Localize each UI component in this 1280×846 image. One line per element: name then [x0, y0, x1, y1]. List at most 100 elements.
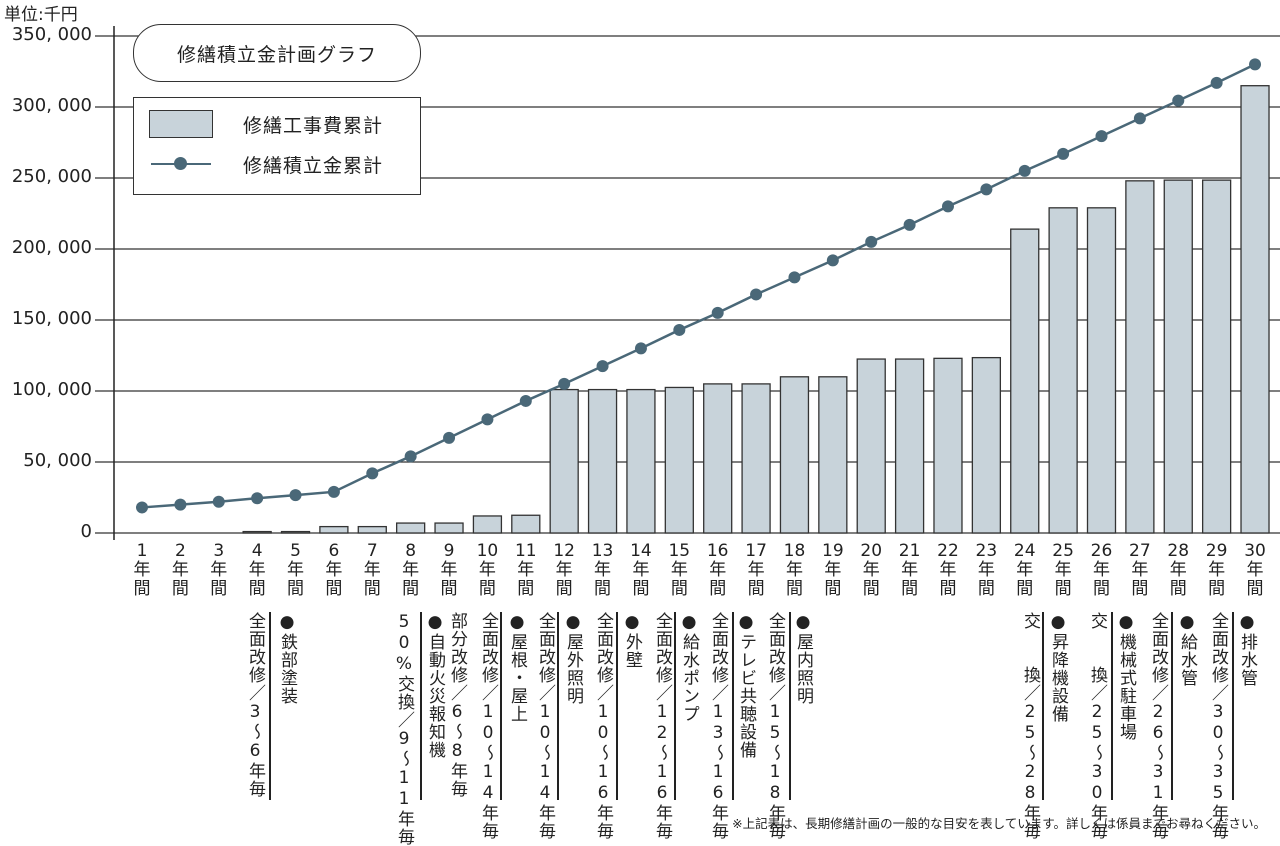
x-tick-part: 間: [1016, 579, 1034, 599]
x-tick-part: 13: [591, 541, 614, 561]
x-tick-part: 14: [630, 541, 652, 561]
line-point: [634, 342, 647, 355]
x-tick-part: 間: [133, 579, 151, 599]
x-tick-part: 年: [1093, 560, 1110, 580]
line-point: [404, 450, 417, 463]
divider-line: [420, 612, 422, 800]
bar: [933, 357, 963, 534]
x-tick-part: 24: [1013, 541, 1036, 561]
bar: [511, 514, 541, 534]
bar: [1010, 228, 1040, 534]
x-tick-part: 間: [478, 579, 496, 599]
x-tick-part: 5: [290, 541, 301, 561]
x-tick-part: 間: [287, 579, 305, 599]
x-tick-part: 年: [363, 560, 381, 580]
x-tick-part: 年: [478, 560, 496, 580]
line-point: [980, 183, 993, 196]
x-tick-part: 16: [706, 541, 729, 561]
x-tick-part: 8: [405, 541, 417, 561]
x-tick-part: 11: [514, 541, 537, 561]
divider-line: [674, 612, 676, 800]
x-tick-part: 年: [785, 560, 803, 580]
chart-title: 修繕積立金計画グラフ: [133, 24, 421, 82]
x-tick-part: 間: [517, 579, 535, 599]
divider-line: [789, 612, 791, 800]
maintenance-item: ●排水管: [1237, 612, 1257, 687]
y-tick-label: 250, 000: [11, 166, 92, 187]
bar: [818, 376, 848, 534]
x-tick-part: 間: [785, 579, 803, 599]
line-point: [443, 431, 456, 444]
x-tick-part: 23: [975, 541, 998, 561]
y-tick-label: 200, 000: [11, 237, 92, 258]
x-tick-part: 年: [977, 560, 995, 580]
maintenance-item: ●鉄部塗装: [277, 612, 297, 705]
divider-line: [616, 612, 618, 800]
x-tick-part: 年: [325, 560, 343, 580]
x-tick-part: 間: [824, 579, 842, 599]
x-tick-label: 10 年間: [472, 542, 502, 599]
x-tick-part: 年: [709, 560, 727, 580]
line-point: [1133, 112, 1146, 125]
bar: [1163, 179, 1193, 534]
divider-line: [732, 612, 734, 800]
x-tick-label: 15 年間: [664, 542, 694, 599]
maintenance-note: 全面改修／10～16年毎: [593, 612, 613, 840]
x-tick-label: 26 年間: [1087, 542, 1117, 599]
maintenance-note: 全面改修／26～31年毎: [1148, 612, 1168, 840]
x-tick-part: 25: [1052, 541, 1074, 561]
line-point: [558, 377, 571, 390]
x-tick-part: 間: [747, 579, 765, 599]
x-tick-part: 年: [517, 560, 535, 580]
x-tick-label: 12 年間: [549, 542, 579, 599]
footnote: ※上記表は、長期修繕計画の一般的な目安を表しています。詳しくは係員までお尋ねくだ…: [732, 816, 1266, 831]
divider-line: [1171, 612, 1173, 800]
line-point: [1057, 147, 1070, 160]
bar: [319, 525, 349, 534]
maintenance-note: 全面改修／13～16年毎: [708, 612, 728, 840]
y-tick-label: 300, 000: [11, 95, 92, 116]
x-tick-part: 21: [898, 541, 921, 561]
divider-line: [557, 612, 559, 800]
x-tick-part: 間: [1093, 579, 1110, 599]
maintenance-note: 全面改修／3～6年毎: [245, 612, 265, 798]
x-tick-label: 17 年間: [741, 542, 771, 599]
maintenance-note: 交 換／25～28年毎: [1020, 612, 1040, 840]
x-tick-label: 29 年間: [1202, 542, 1232, 599]
maintenance-note: 全面改修／15～18年毎: [765, 612, 785, 840]
x-tick-part: 間: [709, 579, 727, 599]
divider-line: [269, 612, 271, 800]
maintenance-note: 全面改修／12～16年毎: [652, 612, 672, 840]
x-tick-part: 年: [555, 560, 573, 580]
line-point: [673, 323, 686, 336]
x-tick-part: 年: [747, 560, 765, 580]
x-tick-part: 年: [901, 560, 919, 580]
x-tick-part: 間: [1131, 579, 1149, 599]
unit-label: 単位:千円: [4, 5, 78, 25]
line-point: [1172, 94, 1185, 107]
maintenance-item: ●給水ポンプ: [679, 612, 699, 723]
x-tick-part: 間: [363, 579, 381, 599]
bar: [242, 530, 272, 534]
maintenance-item: ●給水管: [1177, 612, 1197, 687]
line-point: [750, 288, 763, 301]
x-tick-part: 間: [171, 579, 189, 599]
x-tick-part: 間: [594, 579, 612, 599]
legend-label: 修繕工事費累計: [243, 114, 384, 137]
bar: [357, 525, 387, 534]
line-point: [711, 306, 724, 319]
y-tick-label: 100, 000: [11, 379, 92, 400]
line-marker-icon: [149, 150, 213, 178]
legend-label: 修繕積立金累計: [243, 154, 384, 177]
bar: [549, 388, 579, 534]
bar: [741, 383, 771, 534]
legend-item-line: 修繕積立金累計: [149, 150, 383, 178]
x-tick-part: 7: [366, 541, 378, 561]
line-point: [327, 485, 340, 498]
divider-line: [1232, 612, 1234, 800]
bar-swatch-icon: [149, 110, 213, 138]
